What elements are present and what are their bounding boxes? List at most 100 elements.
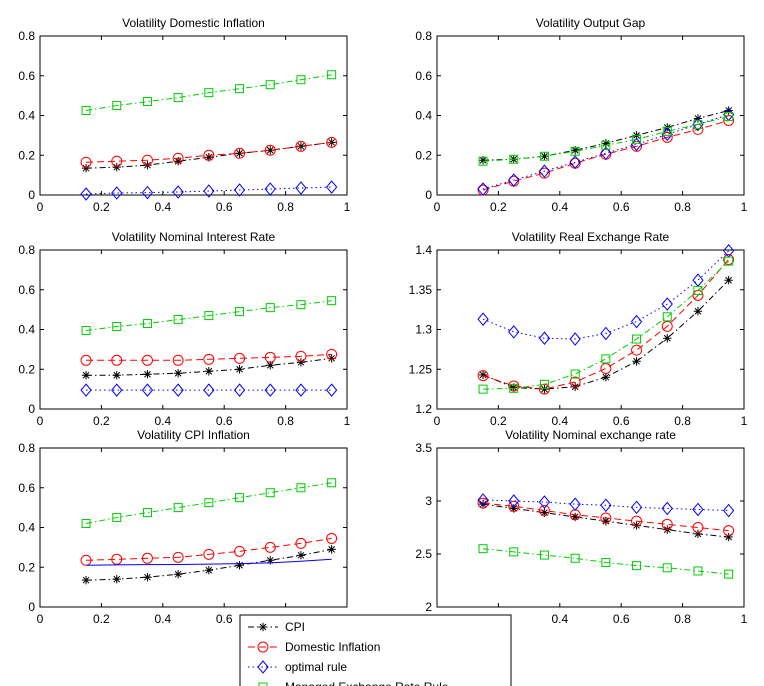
- data-point: [204, 311, 214, 321]
- series-mer: [81, 70, 337, 116]
- y-tick-label: 1.35: [409, 283, 433, 297]
- series-dom: [477, 254, 735, 395]
- data-point: [724, 569, 734, 579]
- data-point: [235, 365, 244, 374]
- data-point: [509, 383, 518, 392]
- data-point: [693, 286, 703, 296]
- data-point: [81, 371, 91, 380]
- data-point: [203, 548, 215, 560]
- data-point: [570, 369, 580, 379]
- y-tick-label: 0.6: [18, 69, 35, 83]
- data-point: [295, 383, 307, 397]
- y-tick-label: 1.4: [415, 243, 432, 257]
- data-point: [80, 156, 92, 168]
- y-tick-label: 0: [425, 188, 432, 202]
- y-tick-label: 0.4: [18, 323, 35, 337]
- data-point: [630, 137, 643, 152]
- data-point: [143, 572, 152, 582]
- data-point: [631, 344, 643, 356]
- data-point: [662, 126, 672, 136]
- legend-entry-cpi: CPI: [248, 620, 305, 634]
- data-point: [111, 354, 123, 366]
- data-point: [141, 354, 153, 366]
- series-cpi: [478, 499, 733, 542]
- data-point: [632, 561, 642, 571]
- x-tick-label: 0.2: [93, 414, 110, 428]
- legend-label: optimal rule: [285, 660, 347, 674]
- y-tick-label: 0.4: [415, 109, 432, 123]
- series-line: [483, 260, 729, 390]
- data-point: [693, 529, 703, 539]
- data-point: [203, 149, 215, 161]
- panel-title: Volatility Nominal exchange rate: [505, 428, 676, 442]
- series-opt: [80, 180, 338, 201]
- x-tick-label: 0.8: [674, 414, 691, 428]
- data-point: [112, 162, 121, 172]
- data-point: [235, 149, 244, 158]
- data-point: [327, 296, 337, 306]
- data-point: [600, 146, 612, 161]
- legend-marker: [257, 641, 269, 653]
- data-point: [693, 119, 703, 129]
- x-tick-label: 1: [344, 414, 351, 428]
- legend-marker: [258, 682, 268, 686]
- y-tick-label: 0.2: [18, 560, 35, 574]
- data-point: [234, 147, 246, 159]
- series-line: [86, 537, 332, 561]
- data-point: [692, 273, 704, 287]
- data-point: [508, 500, 520, 512]
- data-point: [233, 183, 246, 197]
- data-point: [601, 557, 611, 567]
- x-tick-label: 0.6: [613, 200, 630, 214]
- data-point: [692, 117, 704, 132]
- data-point: [204, 367, 214, 376]
- data-point: [141, 552, 153, 564]
- series-dom: [477, 497, 735, 537]
- series-mer: [81, 478, 337, 529]
- data-point: [80, 187, 92, 201]
- data-point: [204, 566, 214, 575]
- series-cpi: [478, 276, 733, 394]
- y-tick-label: 0.6: [18, 481, 35, 495]
- data-point: [539, 550, 549, 560]
- data-point: [509, 154, 519, 164]
- data-point: [112, 574, 121, 584]
- data-point: [296, 551, 306, 560]
- data-point: [295, 350, 307, 362]
- series-line: [86, 353, 332, 361]
- x-tick-label: 0.8: [674, 612, 691, 626]
- y-tick-label: 0.6: [415, 69, 432, 83]
- data-point: [600, 326, 612, 341]
- data-point: [538, 383, 550, 395]
- y-tick-label: 0.2: [18, 362, 35, 376]
- data-point: [80, 554, 92, 566]
- data-point: [477, 497, 489, 509]
- series-opt: [477, 493, 735, 518]
- legend: CPI Domestic Inflation optimal rule Managed…: [239, 614, 512, 686]
- series-mer: [81, 296, 337, 335]
- data-point: [295, 140, 307, 152]
- data-point: [631, 140, 643, 152]
- data-point: [327, 545, 336, 554]
- x-tick-label: 0.4: [154, 200, 171, 214]
- data-point: [508, 494, 520, 508]
- legend-label: Domestic Inflation: [285, 640, 380, 654]
- data-point: [538, 167, 550, 179]
- data-point: [111, 186, 123, 200]
- data-point: [570, 512, 580, 522]
- y-tick-label: 0.2: [415, 148, 432, 162]
- data-point: [570, 146, 580, 156]
- legend-entry-dom: Domestic Inflation: [248, 640, 380, 654]
- data-point: [296, 300, 306, 310]
- data-point: [81, 519, 91, 529]
- series-cpi: [81, 354, 336, 380]
- data-point: [235, 493, 245, 503]
- data-point: [538, 164, 551, 178]
- data-point: [540, 384, 549, 394]
- chart-panel-1: Volatility Domestic Inflation 0 0.2 0.4 0.6 0…: [18, 16, 350, 214]
- data-point: [601, 139, 611, 148]
- x-tick-label: 0.8: [674, 200, 691, 214]
- data-point: [601, 516, 611, 526]
- x-tick-label: 0.4: [154, 612, 171, 626]
